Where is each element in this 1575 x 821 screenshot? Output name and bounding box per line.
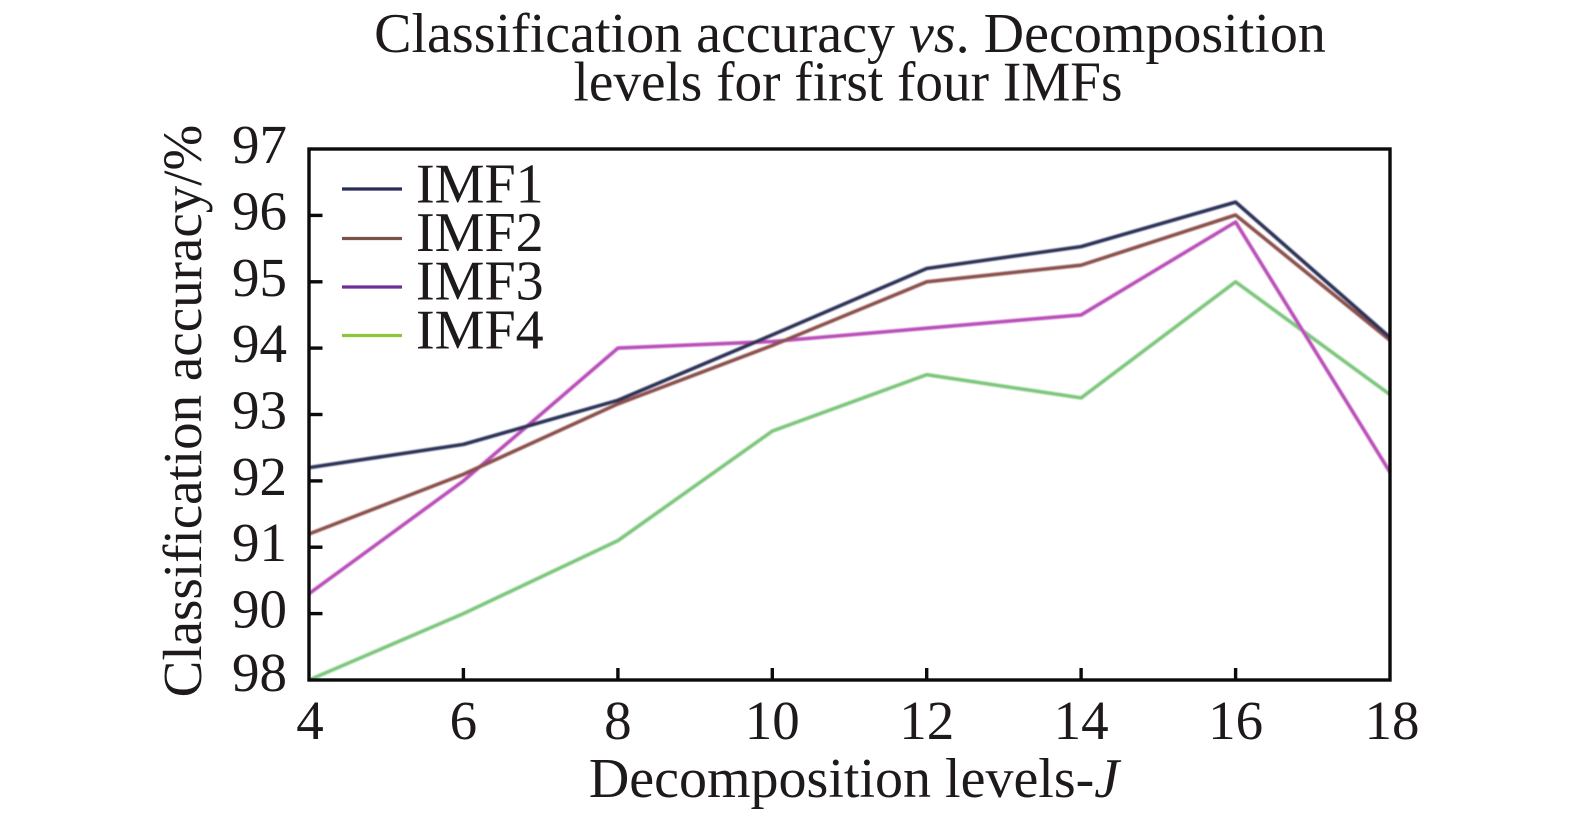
svg-text:94: 94 (232, 313, 287, 374)
svg-text:IMF2: IMF2 (416, 202, 544, 264)
svg-text:95: 95 (232, 247, 287, 308)
svg-text:98: 98 (232, 642, 287, 703)
svg-text:16: 16 (1208, 690, 1263, 751)
svg-text:93: 93 (232, 380, 287, 441)
svg-text:IMF3: IMF3 (416, 251, 544, 313)
svg-text:Classification accuracy/%: Classification accuracy/% (152, 125, 213, 698)
svg-text:92: 92 (232, 446, 287, 507)
svg-text:levels for first four IMFs: levels for first four IMFs (574, 52, 1123, 114)
svg-text:10: 10 (745, 690, 800, 751)
svg-text:Classification accuracy vs. De: Classification accuracy vs. Decompositio… (374, 3, 1326, 65)
svg-text:91: 91 (232, 512, 287, 573)
svg-text:IMF4: IMF4 (416, 299, 544, 361)
svg-text:14: 14 (1054, 690, 1109, 751)
svg-text:4: 4 (296, 690, 324, 751)
svg-text:IMF1: IMF1 (416, 153, 544, 215)
svg-text:6: 6 (450, 690, 478, 751)
svg-text:8: 8 (604, 690, 632, 751)
svg-text:12: 12 (899, 690, 954, 751)
svg-text:96: 96 (232, 180, 287, 241)
svg-text:18: 18 (1365, 690, 1420, 751)
svg-text:97: 97 (232, 114, 287, 175)
svg-text:90: 90 (232, 579, 287, 640)
svg-text:Decomposition levels-J: Decomposition levels-J (589, 748, 1122, 810)
